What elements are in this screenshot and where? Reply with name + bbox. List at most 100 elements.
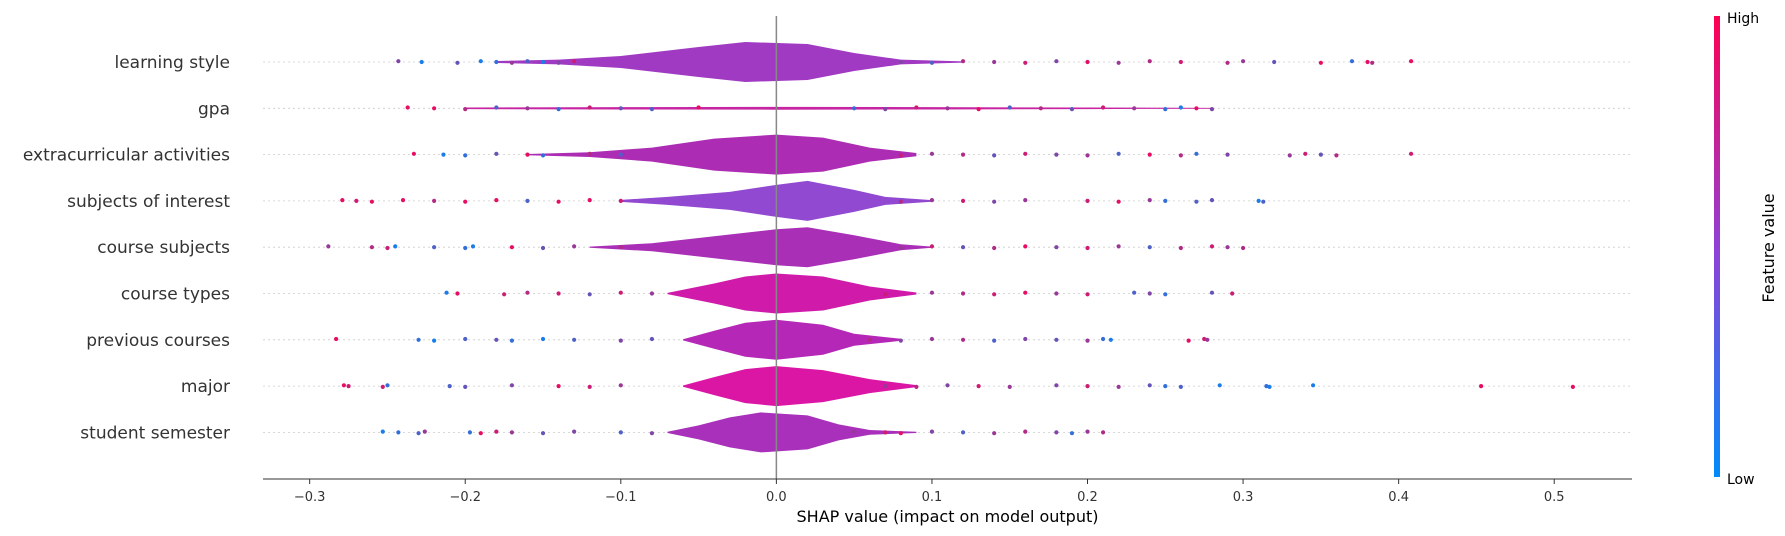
shap-point: [1132, 290, 1137, 295]
colorbar: [1714, 16, 1720, 477]
shap-point: [1478, 384, 1484, 389]
shap-point: [867, 337, 872, 342]
shap-point: [1163, 292, 1168, 297]
shap-point: [1334, 153, 1339, 158]
shap-point: [1178, 105, 1183, 110]
shap-point: [556, 199, 561, 204]
x-tick-label: 0.5: [1544, 490, 1565, 505]
shap-point: [405, 105, 410, 110]
x-axis-ticks: −0.3 −0.2 −0.1 0.0 0.1 0.2 0.3 0.4 0.5: [294, 479, 1565, 505]
shap-point: [1023, 60, 1028, 65]
shap-point: [385, 245, 390, 251]
shap-point: [696, 105, 701, 110]
shap-point: [1108, 337, 1113, 342]
shap-point: [992, 245, 997, 251]
shap-point: [1303, 151, 1308, 156]
shap-point: [618, 245, 623, 250]
shap-point: [525, 106, 530, 111]
shap-point: [1054, 291, 1059, 296]
shap-point: [572, 337, 577, 342]
feature-labels: learning style gpa extracurricular activit…: [23, 53, 230, 443]
shap-point: [556, 291, 561, 296]
shap-point: [929, 151, 935, 156]
shap-point: [1100, 430, 1106, 435]
shap-point: [898, 199, 903, 204]
feature-label: extracurricular activities: [23, 146, 230, 166]
shap-point: [1023, 336, 1028, 342]
feature-label: course types: [121, 285, 230, 305]
x-tick-label: 0.2: [1077, 490, 1098, 505]
shap-point: [400, 198, 406, 203]
shap-point: [556, 107, 561, 112]
shap-point: [1085, 59, 1090, 65]
shap-point: [587, 292, 592, 297]
shap-point: [1007, 105, 1012, 110]
shap-point: [326, 244, 331, 249]
shap-point: [463, 153, 468, 158]
shap-point: [1287, 153, 1292, 158]
x-tick-label: −0.2: [449, 490, 481, 505]
shap-point: [432, 106, 437, 111]
shap-point: [960, 291, 966, 296]
shap-point: [587, 198, 592, 203]
violin: [496, 42, 964, 82]
shap-point: [1023, 198, 1028, 203]
shap-point: [540, 153, 546, 158]
shap-point: [447, 384, 452, 389]
shap-point: [1570, 384, 1575, 389]
shap-point: [1318, 152, 1323, 157]
shap-point: [341, 383, 346, 388]
shap-point: [898, 59, 903, 65]
shap-point: [1209, 290, 1215, 295]
shap-point: [509, 60, 515, 65]
shap-point: [509, 430, 515, 435]
shap-point: [1069, 107, 1075, 112]
shap-point: [1186, 338, 1191, 343]
shap-point: [1230, 291, 1235, 296]
shap-point: [960, 198, 966, 203]
shap-point: [1116, 244, 1121, 249]
shap-point: [1085, 292, 1090, 297]
feature-label: subjects of interest: [67, 192, 230, 212]
shap-point: [852, 106, 857, 111]
shap-point: [1007, 384, 1012, 389]
shap-point: [976, 384, 981, 389]
feature-label: student semester: [80, 423, 230, 443]
shap-point: [346, 384, 351, 389]
x-axis-title: SHAP value (impact on model output): [797, 507, 1099, 526]
shap-point: [1116, 60, 1121, 65]
shap-point: [1261, 199, 1266, 204]
shap-point: [649, 291, 655, 296]
shap-point: [992, 153, 997, 158]
shap-point: [1256, 198, 1261, 203]
shap-point: [945, 106, 950, 111]
shap-point: [1370, 60, 1375, 65]
x-tick-label: −0.1: [605, 490, 637, 505]
violin: [667, 273, 917, 314]
shap-point: [883, 430, 888, 435]
shap-point: [1178, 245, 1183, 251]
shap-point: [587, 151, 592, 156]
shap-point: [525, 290, 530, 295]
shap-point: [525, 59, 530, 64]
shap-point: [898, 245, 903, 251]
shap-point: [618, 152, 623, 157]
shap-point: [1116, 199, 1121, 204]
shap-point: [929, 244, 935, 249]
shap-point: [1100, 336, 1106, 342]
x-tick-label: −0.3: [294, 490, 326, 505]
shap-point: [618, 338, 623, 343]
shap-point: [509, 338, 515, 343]
feature-label: major: [181, 377, 230, 397]
colorbar-title: Feature value: [1759, 193, 1778, 302]
shap-point: [455, 291, 460, 296]
shap-point: [509, 245, 515, 250]
shap-point: [1054, 430, 1059, 435]
shap-point: [494, 429, 499, 434]
shap-point: [587, 384, 592, 389]
shap-point: [1147, 383, 1152, 388]
shap-point: [572, 429, 577, 434]
shap-point: [945, 383, 950, 388]
shap-point: [1178, 59, 1183, 65]
shap-point: [1085, 429, 1090, 434]
